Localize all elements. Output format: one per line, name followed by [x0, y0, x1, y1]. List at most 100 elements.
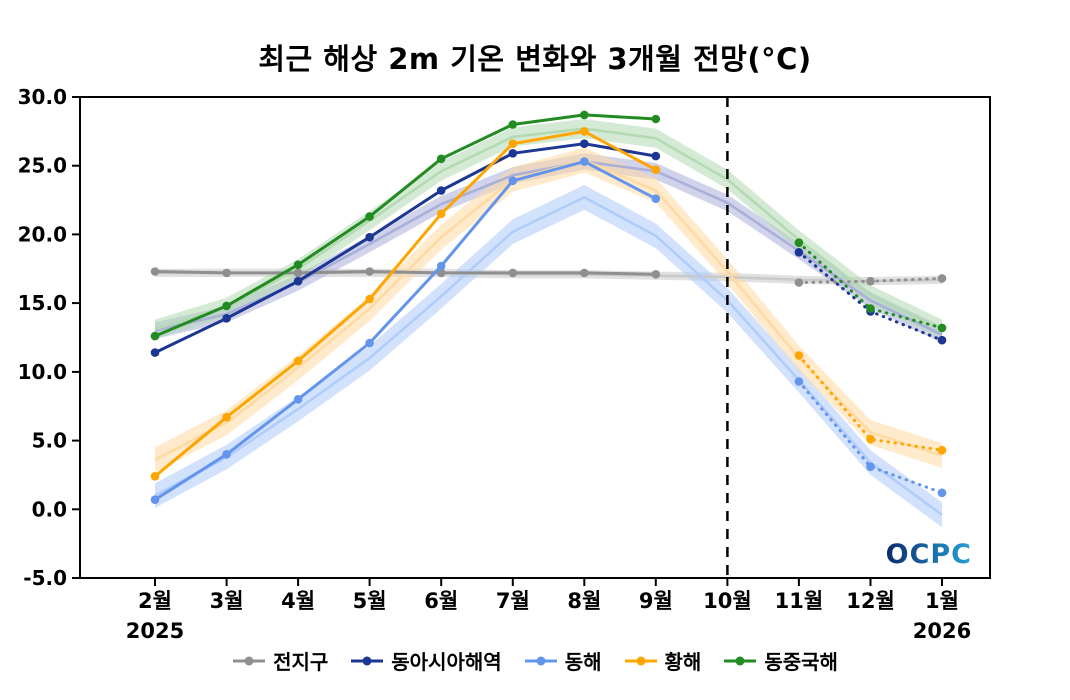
- y-tick-label: 20.0: [18, 222, 67, 246]
- plot-frame: [79, 96, 991, 579]
- observed-point-1-6: [580, 139, 589, 148]
- legend-item-0: 전지구: [232, 646, 328, 675]
- climatology-band-4: [155, 119, 942, 339]
- observed-point-2-5: [508, 176, 518, 186]
- observed-point-4-3: [365, 212, 374, 221]
- observed-point-0-7: [651, 270, 661, 279]
- observed-point-3-3: [365, 294, 374, 304]
- y-tick-label: -5.0: [23, 566, 67, 590]
- y-tick-label: 25.0: [18, 154, 67, 178]
- watermark-logo: OCPC: [886, 539, 972, 570]
- forecast-point-1-2: [937, 335, 947, 345]
- y-tick-label: 0.0: [32, 497, 67, 521]
- observed-point-2-7: [651, 194, 661, 203]
- legend-marker-2: [524, 656, 557, 665]
- observed-point-2-0: [150, 495, 160, 505]
- x-tick-label: 7월: [496, 589, 530, 613]
- legend-label-2: 동해: [564, 650, 602, 674]
- observed-point-1-1: [222, 314, 231, 323]
- forecast-point-2-0: [794, 377, 804, 386]
- climatology-line-2: [154, 195, 943, 516]
- observed-point-4-7: [651, 114, 661, 124]
- observed-point-4-1: [222, 301, 231, 311]
- climatology-line-1: [154, 160, 943, 336]
- legend-label-3: 황해: [664, 650, 702, 674]
- observed-point-4-6: [580, 110, 589, 120]
- observed-point-1-3: [365, 232, 374, 242]
- climatology-line-4: [154, 127, 943, 331]
- observed-point-4-2: [293, 260, 303, 270]
- forecast-point-0-0: [794, 278, 804, 287]
- forecast-point-3-1: [866, 434, 875, 444]
- legend-marker-3: [624, 656, 657, 665]
- legend-label-0: 전지구: [273, 650, 329, 674]
- legend-marker-4: [724, 656, 757, 665]
- climatology-band-1: [155, 153, 942, 343]
- legend-item-2: 동해: [524, 646, 602, 675]
- observed-point-1-0: [150, 348, 160, 357]
- year-label: 2026: [913, 619, 971, 640]
- forecast-point-3-2: [937, 445, 947, 455]
- y-tick-label: 30.0: [18, 85, 67, 109]
- observed-point-1-5: [508, 149, 518, 158]
- observed-point-2-4: [436, 261, 446, 271]
- observed-line-2: [154, 160, 657, 501]
- x-tick-label: 3월: [210, 589, 244, 613]
- observed-point-2-1: [222, 450, 231, 459]
- y-tick-label: 10.0: [18, 360, 67, 384]
- x-tick-label: 9월: [639, 589, 673, 613]
- observed-point-1-2: [293, 276, 303, 286]
- observed-point-0-0: [150, 267, 160, 276]
- forecast-point-4-2: [937, 323, 947, 333]
- forecast-point-2-1: [866, 462, 875, 472]
- observed-point-2-3: [365, 338, 374, 348]
- observed-point-2-2: [293, 395, 303, 404]
- x-tick-label: 4월: [281, 589, 315, 613]
- observed-line-1: [154, 142, 657, 354]
- observed-point-4-0: [150, 331, 160, 341]
- observed-point-3-4: [436, 209, 446, 219]
- observed-point-3-2: [293, 356, 303, 366]
- observed-point-3-6: [580, 127, 589, 136]
- x-tick-label: 1월: [925, 589, 959, 613]
- observed-point-1-7: [651, 151, 661, 161]
- observed-point-3-1: [222, 412, 231, 422]
- y-tick-label: 15.0: [18, 291, 67, 315]
- climatology-band-2: [155, 185, 942, 528]
- observed-line-0: [154, 270, 656, 276]
- forecast-line-2: [797, 380, 944, 495]
- observed-line-4: [154, 113, 656, 338]
- observed-point-0-4: [436, 268, 446, 278]
- legend-label-1: 동아시아해역: [391, 650, 502, 674]
- forecast-point-0-1: [866, 276, 875, 286]
- y-tick-label: 5.0: [32, 429, 67, 453]
- chart-title: 최근 해상 2m 기온 변화와 3개월 전망(°C): [258, 42, 812, 76]
- forecast-point-1-0: [794, 248, 804, 257]
- observed-point-3-5: [508, 139, 518, 148]
- legend-item-1: 동아시아해역: [350, 646, 502, 675]
- forecast-point-3-0: [794, 351, 804, 360]
- observed-point-0-2: [293, 268, 303, 278]
- x-tick-label: 11월: [775, 589, 824, 613]
- observed-point-4-5: [508, 120, 518, 129]
- chart-canvas: -5.0 0.0 5.0 10.0 15.0 20.0 25.0 30.0 2월 3월 4월 5월 6월…: [18, 85, 991, 640]
- legend-marker-1: [351, 656, 384, 665]
- legend-marker-0: [233, 656, 266, 665]
- observed-point-3-7: [651, 165, 661, 175]
- observed-point-4-4: [436, 154, 446, 164]
- observed-point-1-4: [436, 186, 446, 195]
- x-tick-label: 6월: [424, 589, 458, 613]
- observed-point-0-3: [365, 267, 374, 276]
- chart-legend: 전지구 동아시아해역 동해 황해 동중국해: [0, 646, 1070, 675]
- observed-line-3: [154, 129, 657, 478]
- legend-item-4: 동중국해: [723, 646, 838, 675]
- observed-point-0-5: [508, 268, 518, 278]
- x-tick-label: 10월: [703, 589, 752, 613]
- forecast-point-0-2: [937, 274, 947, 283]
- x-tick-label: 8월: [567, 589, 601, 613]
- legend-item-3: 황해: [624, 646, 702, 675]
- forecast-point-4-0: [794, 238, 804, 247]
- x-tick-label: 12월: [846, 589, 895, 613]
- forecast-point-4-1: [866, 304, 875, 313]
